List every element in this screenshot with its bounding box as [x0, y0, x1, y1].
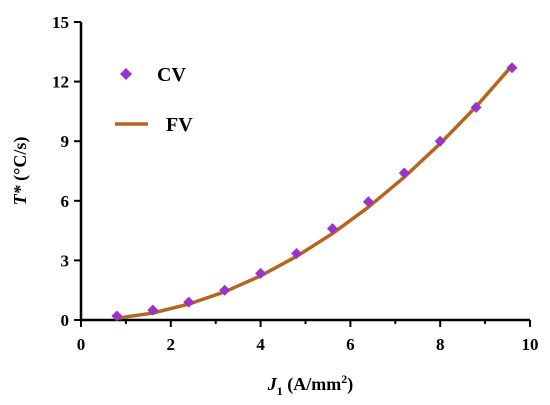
- y-tick-label: 3: [61, 251, 70, 270]
- x-axis-title-symbol: J: [267, 374, 278, 394]
- x-axis-ticks: 0 2 4 6 8 10: [77, 320, 539, 354]
- y-tick-label: 12: [52, 73, 69, 92]
- y-tick-label: 15: [52, 13, 69, 32]
- x-tick-label: 0: [77, 335, 86, 354]
- x-tick-label: 4: [256, 335, 265, 354]
- fv-line: [115, 63, 514, 320]
- y-axis-title-units: (°C/s): [10, 137, 31, 186]
- legend-cv-marker: [120, 68, 132, 80]
- cv-point: [470, 101, 482, 113]
- x-tick-label: 10: [522, 335, 539, 354]
- cv-point: [219, 284, 231, 296]
- cv-point: [434, 135, 446, 147]
- cv-point: [255, 267, 267, 279]
- cv-point: [291, 247, 303, 259]
- cv-point: [398, 167, 410, 179]
- cv-point: [362, 196, 374, 208]
- x-axis-title-superscript: 2: [341, 372, 347, 386]
- cv-point: [111, 310, 123, 322]
- x-axis-title-close: ): [347, 374, 353, 395]
- x-axis-title-subscript: 1: [277, 384, 283, 398]
- x-tick-label: 6: [346, 335, 355, 354]
- y-tick-label: 6: [61, 192, 70, 211]
- legend: CV FV: [115, 64, 193, 136]
- x-tick-label: 8: [436, 335, 445, 354]
- legend-fv-label: FV: [166, 114, 193, 136]
- cv-point: [326, 223, 338, 235]
- y-tick-label: 0: [61, 311, 70, 330]
- x-tick-label: 2: [167, 335, 176, 354]
- x-axis-title-units: (A/mm: [283, 374, 341, 395]
- y-tick-label: 9: [61, 132, 70, 151]
- cv-point: [183, 296, 195, 308]
- cv-point: [506, 62, 518, 74]
- cv-point: [147, 304, 159, 316]
- y-axis-title-symbol: T*: [10, 184, 30, 205]
- plot-area: 0 2 4 6 8 10 0 3 6 9 12 15: [52, 13, 539, 354]
- legend-cv-label: CV: [157, 64, 186, 86]
- series-cv-markers: [111, 62, 518, 322]
- y-axis-ticks: 0 3 6 9 12 15: [52, 13, 81, 330]
- series-fv-line: [115, 63, 514, 320]
- x-axis-title: J1 (A/mm2): [267, 372, 353, 398]
- y-axis-title: T* (°C/s): [10, 137, 31, 206]
